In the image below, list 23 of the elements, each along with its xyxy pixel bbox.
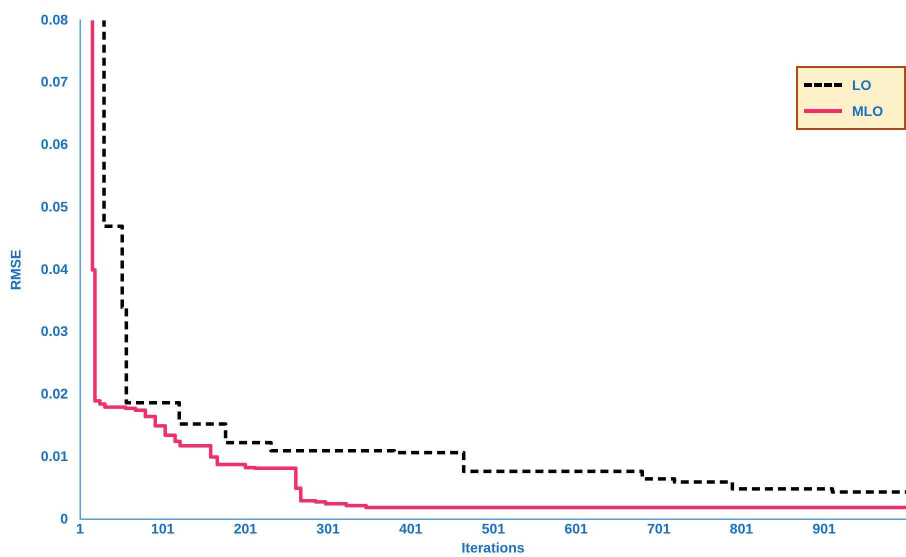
- x-tick-label: 301: [316, 520, 340, 537]
- x-tick-label: 601: [564, 520, 588, 537]
- x-tick-label: 901: [812, 520, 836, 537]
- x-tick-label: 801: [730, 520, 754, 537]
- x-tick-label: 401: [399, 520, 423, 537]
- x-tick-label: 1: [76, 520, 84, 537]
- y-tick-label: 0: [60, 510, 68, 526]
- y-tick-label: 0.06: [40, 136, 68, 152]
- y-tick-label: 0.04: [40, 260, 68, 277]
- y-tick-label: 0.05: [40, 198, 68, 214]
- x-tick-label: 201: [234, 520, 258, 537]
- x-tick-label: 101: [151, 520, 175, 537]
- y-tick-label: 0.02: [40, 386, 68, 402]
- y-axis-title: RMSE: [7, 250, 24, 290]
- legend-label: MLO: [852, 103, 884, 119]
- y-tick-label: 0.03: [40, 323, 68, 340]
- y-tick-label: 0.08: [40, 11, 68, 28]
- x-tick-label: 501: [482, 520, 506, 537]
- y-tick-label: 0.07: [40, 74, 68, 90]
- y-tick-label: 0.01: [40, 448, 68, 464]
- x-tick-label: 701: [647, 520, 671, 537]
- legend-label: LO: [852, 77, 872, 93]
- x-axis-title: Iterations: [462, 539, 525, 556]
